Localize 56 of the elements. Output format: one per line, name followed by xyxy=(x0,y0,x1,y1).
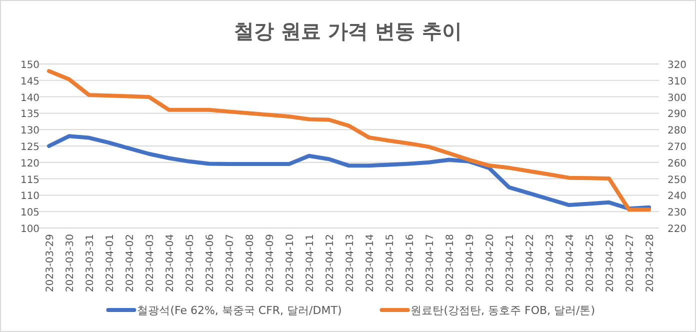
x-tick-label: 2023-04-08 xyxy=(245,234,256,292)
x-tick-label: 2023-04-05 xyxy=(185,234,196,292)
y2-tick-label: 240 xyxy=(667,191,687,202)
x-tick-label: 2023-04-20 xyxy=(485,234,496,292)
x-tick-label: 2023-04-06 xyxy=(205,234,216,292)
y-tick-label: 140 xyxy=(20,92,40,104)
y2-tick-label: 260 xyxy=(667,158,687,170)
x-tick-label: 2023-03-30 xyxy=(65,234,76,292)
x-tick-label: 2023-04-25 xyxy=(585,234,596,292)
x-tick-label: 2023-04-01 xyxy=(105,234,116,292)
x-tick-label: 2023-03-29 xyxy=(45,234,56,292)
x-tick-label: 2023-04-27 xyxy=(625,234,636,292)
x-tick-label: 2023-04-14 xyxy=(365,234,376,292)
y-tick-label: 145 xyxy=(20,76,40,88)
y-tick-label: 135 xyxy=(20,109,40,120)
y2-tick-label: 250 xyxy=(667,174,687,186)
x-tick-label: 2023-04-18 xyxy=(445,234,456,292)
x-tick-label: 2023-04-23 xyxy=(545,234,556,292)
x-tick-label: 2023-04-03 xyxy=(145,234,156,292)
y-tick-label: 130 xyxy=(20,126,40,137)
y2-tick-label: 290 xyxy=(667,109,687,120)
x-tick-label: 2023-04-17 xyxy=(425,234,436,292)
legend-label: 원료탄(강점탄, 동호주 FOB, 달러/톤) xyxy=(410,304,596,317)
y-tick-label: 115 xyxy=(20,174,40,186)
y2-tick-label: 270 xyxy=(667,142,687,153)
y2-tick-label: 230 xyxy=(667,208,687,219)
y-tick-label: 100 xyxy=(20,224,40,235)
x-tick-label: 2023-04-13 xyxy=(345,234,356,292)
y2-tick-label: 220 xyxy=(667,224,687,235)
x-tick-label: 2023-04-07 xyxy=(225,234,236,292)
y-tick-label: 150 xyxy=(20,60,40,71)
legend-label: 철광석(Fe 62%, 북중국 CFR, 달러/DMT) xyxy=(137,304,342,317)
y-tick-label: 125 xyxy=(20,142,40,153)
chart-title: 철강 원료 가격 변동 추이 xyxy=(234,19,462,43)
y2-tick-label: 310 xyxy=(667,76,687,88)
y2-tick-label: 280 xyxy=(667,126,687,137)
x-tick-label: 2023-04-22 xyxy=(525,234,536,292)
x-tick-label: 2023-04-26 xyxy=(605,234,616,292)
x-tick-label: 2023-04-02 xyxy=(125,234,136,292)
x-tick-label: 2023-04-09 xyxy=(265,234,276,292)
x-tick-label: 2023-04-16 xyxy=(405,234,416,292)
y2-tick-label: 320 xyxy=(667,60,687,71)
y-tick-label: 120 xyxy=(20,158,40,170)
x-tick-label: 2023-04-04 xyxy=(165,234,176,292)
y-tick-label: 105 xyxy=(20,208,40,219)
x-tick-label: 2023-04-15 xyxy=(385,234,396,292)
x-tick-label: 2023-04-19 xyxy=(465,234,476,292)
x-tick-label: 2023-04-12 xyxy=(325,234,336,292)
x-tick-label: 2023-03-31 xyxy=(85,234,96,292)
x-tick-label: 2023-04-24 xyxy=(565,234,576,292)
x-tick-label: 2023-04-10 xyxy=(285,234,296,292)
x-tick-label: 2023-04-28 xyxy=(645,234,656,292)
y-tick-label: 110 xyxy=(20,191,40,202)
x-tick-label: 2023-04-11 xyxy=(305,234,316,292)
x-tick-label: 2023-04-21 xyxy=(505,234,516,292)
y2-tick-label: 300 xyxy=(667,92,687,104)
